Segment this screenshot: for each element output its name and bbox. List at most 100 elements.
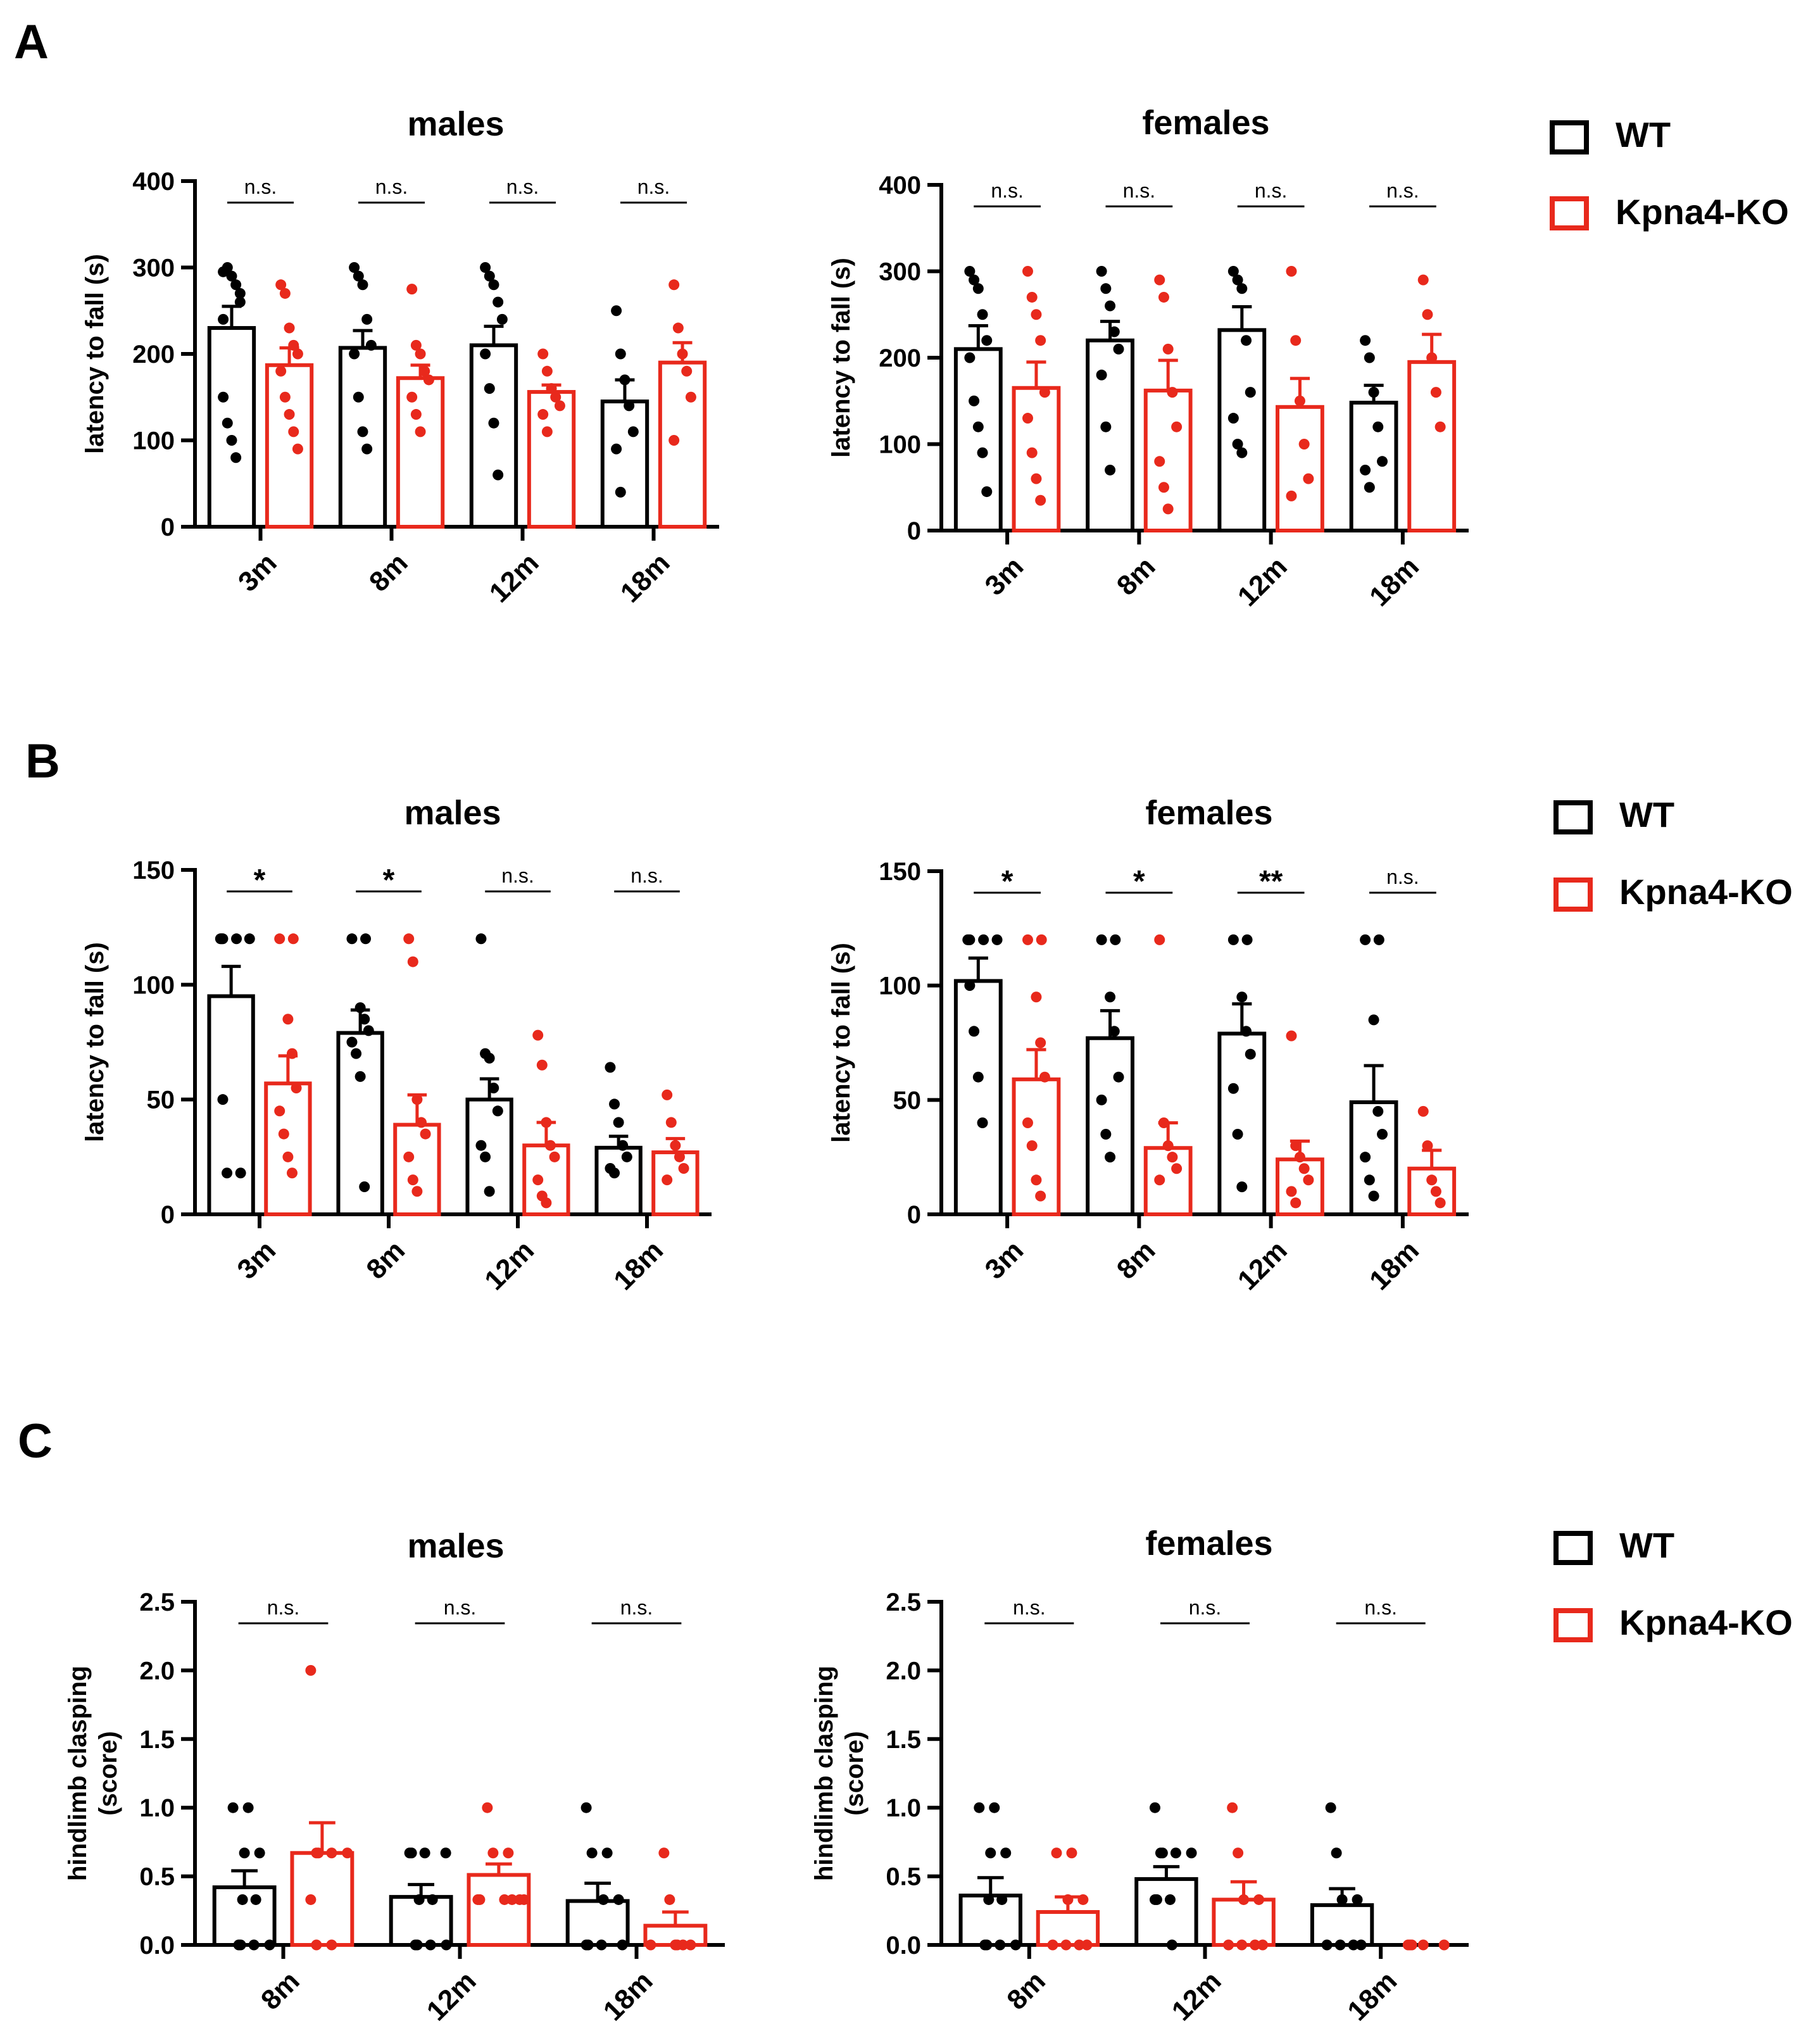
- data-point: [286, 1167, 298, 1179]
- bar: [1134, 1877, 1198, 1947]
- data-point: [598, 1894, 609, 1905]
- data-point: [978, 934, 989, 945]
- data-point: [518, 1894, 530, 1905]
- significance-label: *: [254, 864, 266, 897]
- data-point: [1227, 266, 1239, 277]
- x-tick-label: 18m: [615, 547, 676, 608]
- data-point: [596, 1939, 607, 1951]
- data-point: [685, 391, 696, 403]
- data-point: [532, 1174, 544, 1186]
- bar: [265, 363, 314, 529]
- data-point: [349, 348, 360, 360]
- data-point: [406, 1847, 417, 1859]
- data-point: [359, 1014, 370, 1025]
- data-point: [972, 283, 984, 294]
- bar: [1349, 400, 1398, 532]
- data-point: [582, 1939, 594, 1951]
- y-axis-label: latency to fall (s): [827, 943, 855, 1143]
- data-point: [1325, 1802, 1336, 1813]
- data-point: [355, 1002, 366, 1014]
- data-point: [1372, 421, 1384, 432]
- data-point: [475, 933, 487, 945]
- data-point: [227, 1802, 239, 1813]
- data-point: [1298, 1163, 1310, 1174]
- significance-label: n.s.: [1386, 865, 1419, 888]
- data-point: [407, 956, 418, 967]
- chart-A-males: males latency to fall (s) 0 100 200 300 400 3m n…: [81, 105, 719, 608]
- data-point: [1158, 1117, 1169, 1128]
- data-point: [1257, 1939, 1269, 1951]
- data-point: [1227, 1802, 1238, 1813]
- data-point: [305, 1664, 317, 1676]
- data-point: [288, 339, 299, 351]
- significance-label: **: [1259, 865, 1283, 898]
- panel-label-B: B: [25, 734, 60, 788]
- data-point: [440, 1847, 451, 1859]
- data-point: [410, 339, 422, 351]
- data-point: [1113, 1071, 1124, 1083]
- data-point: [1232, 274, 1243, 286]
- panel-label-A: A: [14, 15, 49, 69]
- data-point: [406, 391, 418, 403]
- data-point: [668, 279, 680, 291]
- x-tick-label: 8m: [1111, 551, 1162, 601]
- data-point: [1430, 1186, 1441, 1197]
- data-point: [1100, 421, 1112, 432]
- chart-title: males: [407, 1527, 504, 1565]
- significance-label: n.s.: [1189, 1596, 1222, 1619]
- data-point: [1066, 1847, 1077, 1859]
- data-point: [244, 933, 255, 945]
- data-point: [480, 1151, 491, 1162]
- data-point: [665, 1117, 677, 1128]
- legend-C: WT Kpna4-KO: [1553, 1525, 1793, 1642]
- data-point: [964, 266, 976, 277]
- data-point: [361, 313, 373, 325]
- chart-B-females: females latency to fall (s) 0 50 100 150 3m * 8m…: [827, 794, 1469, 1296]
- data-point: [1096, 266, 1107, 277]
- data-point: [615, 348, 626, 360]
- bar: [396, 376, 445, 529]
- data-point: [1162, 343, 1174, 355]
- data-point: [1074, 1939, 1085, 1951]
- data-point: [621, 1151, 632, 1162]
- significance-label: n.s.: [501, 864, 534, 887]
- data-point: [1426, 352, 1438, 363]
- significance-label: n.s.: [1255, 179, 1288, 202]
- y-tick-label: 2.0: [886, 1657, 921, 1685]
- data-point: [235, 1939, 246, 1951]
- data-point: [1426, 1174, 1438, 1186]
- data-point: [1368, 1014, 1379, 1026]
- data-point: [234, 287, 246, 299]
- data-point: [218, 391, 229, 403]
- data-point: [541, 1197, 552, 1209]
- data-point: [1039, 1071, 1050, 1083]
- data-point: [537, 348, 549, 360]
- data-point: [1026, 291, 1038, 303]
- data-point: [609, 1098, 620, 1110]
- data-point: [1241, 1026, 1252, 1037]
- y-tick-label: 2.5: [139, 1588, 175, 1616]
- y-tick-label: 1.5: [139, 1726, 175, 1754]
- data-point: [1096, 1094, 1107, 1105]
- data-point: [215, 933, 226, 945]
- bar: [1276, 405, 1324, 532]
- y-tick-label: 300: [132, 255, 175, 282]
- data-point: [627, 426, 639, 437]
- data-point: [1164, 1894, 1176, 1905]
- x-tick-label: 3m: [232, 547, 283, 598]
- data-point: [506, 1894, 518, 1905]
- data-point: [1167, 1152, 1178, 1163]
- data-point: [415, 1117, 427, 1128]
- significance-label: n.s.: [637, 175, 670, 198]
- bar: [600, 399, 650, 529]
- x-tick-label: 12m: [1232, 551, 1293, 612]
- bar: [594, 1145, 643, 1216]
- bar: [1407, 360, 1457, 532]
- data-point: [1417, 1105, 1429, 1117]
- data-point: [1303, 1174, 1314, 1186]
- data-point: [1105, 464, 1116, 475]
- bar: [290, 1851, 355, 1947]
- data-point: [972, 421, 984, 432]
- data-point: [282, 1014, 294, 1025]
